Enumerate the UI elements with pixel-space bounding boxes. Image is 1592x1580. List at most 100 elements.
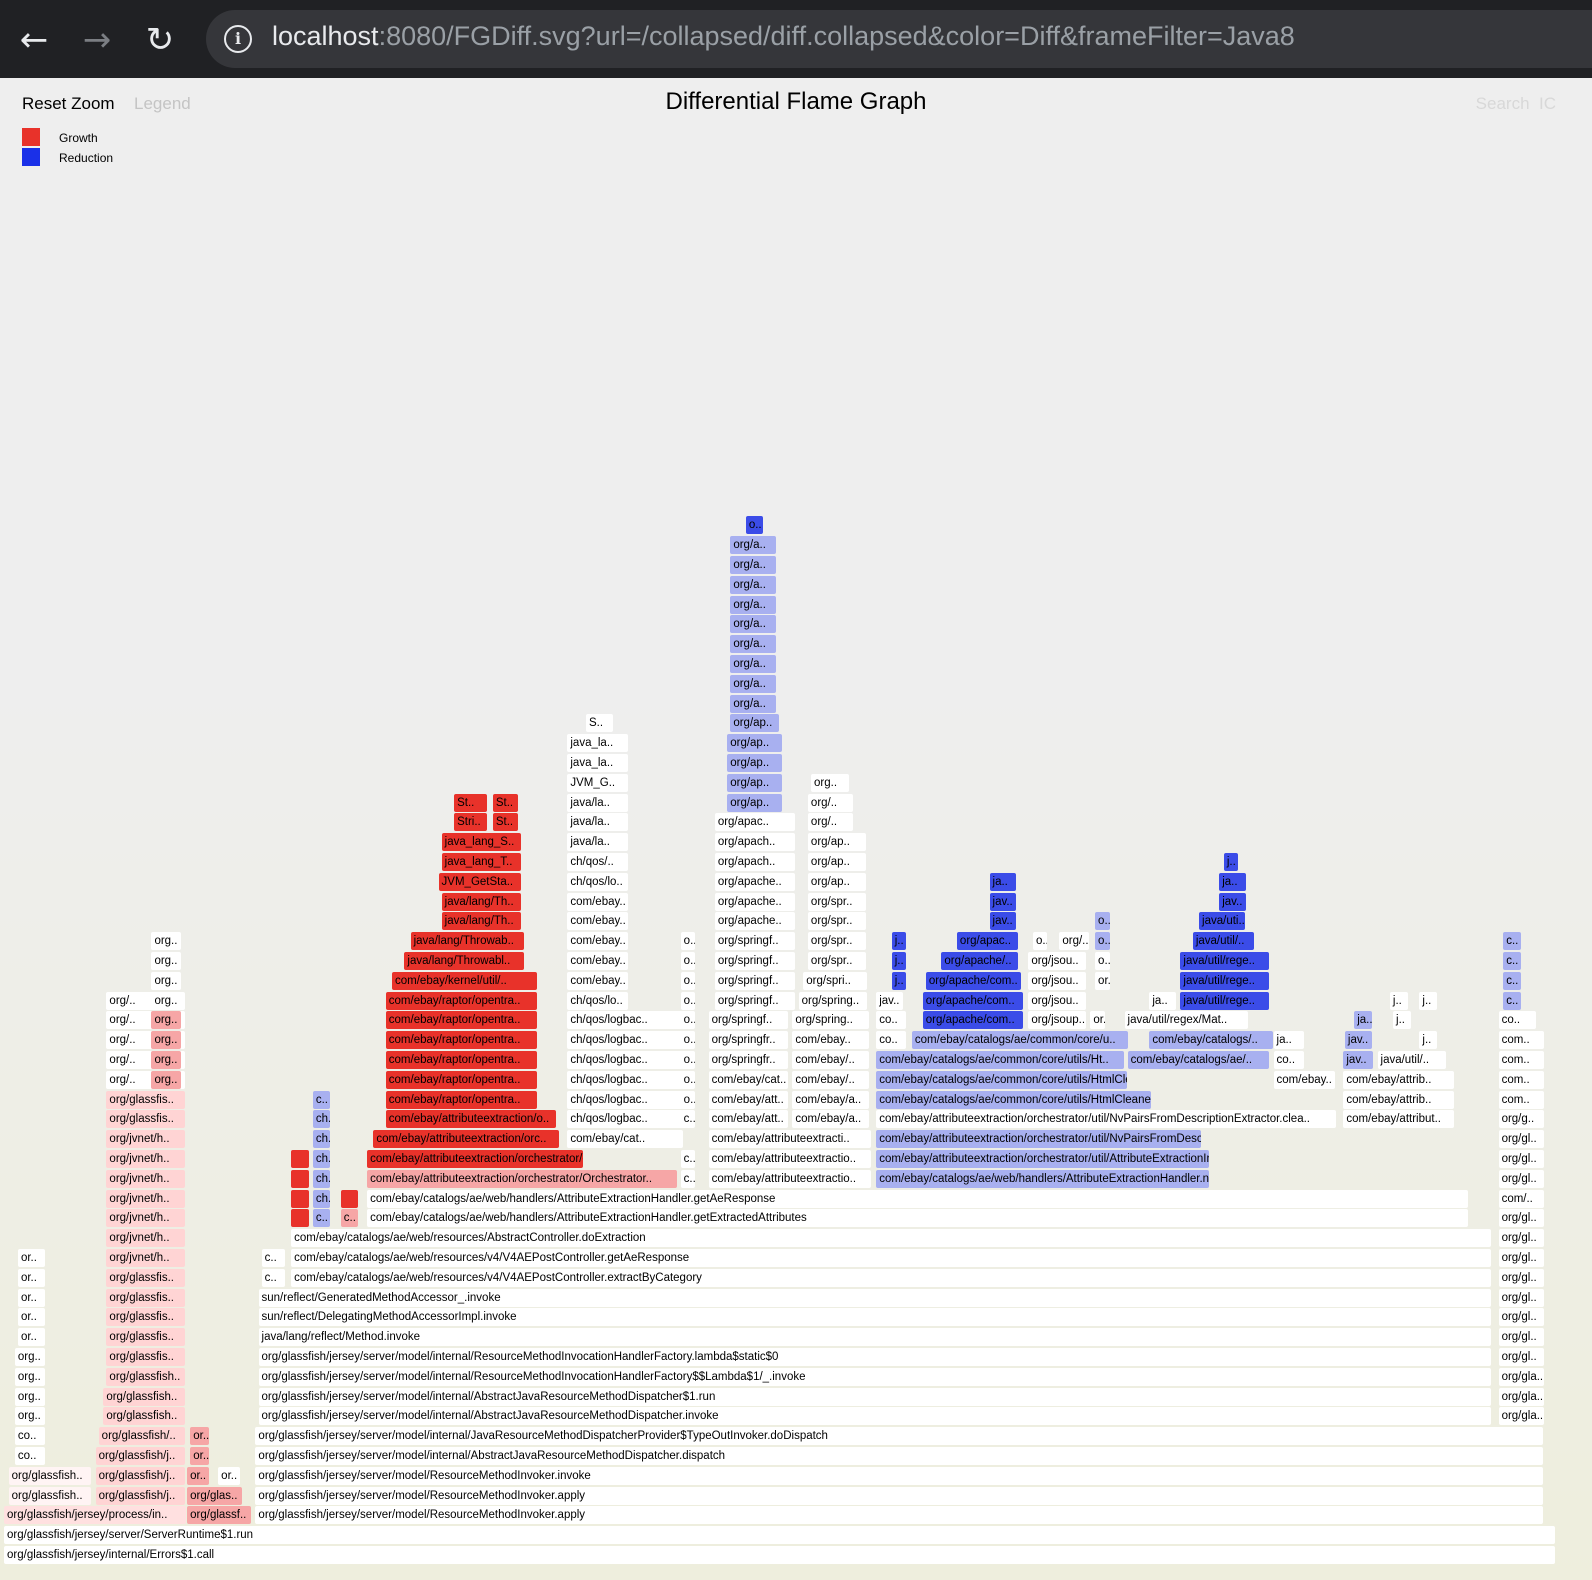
flame-frame[interactable]: ch..: [312, 1169, 331, 1188]
flame-frame[interactable]: org/apach..: [714, 853, 795, 871]
flame-frame[interactable]: c..: [1503, 971, 1521, 990]
flame-frame[interactable]: org/gl..: [1498, 1249, 1545, 1267]
flame-frame[interactable]: jav..: [1344, 1031, 1372, 1050]
flame-frame[interactable]: j..: [891, 952, 907, 970]
flame-frame[interactable]: or..: [17, 1268, 45, 1287]
flame-frame[interactable]: com/ebay/catalogs/ae/web/handlers/Attrib…: [876, 1169, 1209, 1188]
flame-frame[interactable]: org/glassf..: [187, 1506, 252, 1525]
flame-frame[interactable]: com/ebay/catalogs/ae/web/resources/v4/V4…: [291, 1268, 1492, 1287]
flame-frame[interactable]: c..: [340, 1209, 359, 1228]
flame-frame[interactable]: Stri..: [454, 813, 488, 832]
flame-frame[interactable]: St..: [492, 813, 519, 832]
flame-frame[interactable]: org/..: [1059, 932, 1090, 951]
flame-frame[interactable]: org/ap..: [807, 833, 866, 852]
flame-frame[interactable]: com/ebay/cat..: [708, 1070, 789, 1089]
forward-arrow-icon[interactable]: →: [82, 20, 112, 60]
flame-frame[interactable]: java_la..: [567, 754, 629, 772]
flame-frame[interactable]: c..: [680, 1169, 696, 1188]
flame-frame[interactable]: o..: [1095, 952, 1110, 970]
flame-frame[interactable]: com/ebay/attributeextraction/orchestrato…: [876, 1110, 1337, 1129]
flame-frame[interactable]: j..: [1393, 1011, 1411, 1030]
flame-frame[interactable]: j..: [1223, 853, 1239, 871]
flame-frame[interactable]: org/gl..: [1498, 1268, 1545, 1287]
flame-frame[interactable]: ch/qos/logbac..: [567, 1090, 683, 1109]
flame-frame[interactable]: com/ebay/catalogs/ae/common/core/u..: [911, 1031, 1129, 1050]
flame-frame[interactable]: org/jsou..: [1028, 971, 1087, 990]
flame-frame[interactable]: jav..: [1343, 1051, 1374, 1069]
flame-frame[interactable]: JVM_GetSta..: [438, 872, 522, 891]
flame-frame[interactable]: org/a..: [730, 595, 776, 614]
flame-frame[interactable]: ch..: [312, 1189, 331, 1208]
flame-frame[interactable]: o..: [745, 516, 764, 535]
flame-frame[interactable]: com/ebay/catalogs/ae/..: [1127, 1051, 1270, 1069]
flame-frame[interactable]: org/gla..: [1498, 1387, 1545, 1406]
flame-frame[interactable]: com/ebay/att..: [708, 1110, 789, 1129]
flame-frame[interactable]: java/util/rege..: [1180, 952, 1270, 970]
flame-frame[interactable]: org/g..: [1498, 1110, 1545, 1129]
flame-frame[interactable]: co..: [876, 1031, 907, 1050]
flame-frame[interactable]: com/ebay/..: [792, 1070, 869, 1089]
flame-frame[interactable]: org/a..: [730, 674, 776, 693]
flame-frame[interactable]: org/glassfis..: [106, 1268, 185, 1287]
flame-frame[interactable]: org/glassfish/..: [98, 1427, 185, 1446]
flame-frame[interactable]: com/ebay/raptor/opentra..: [385, 1051, 537, 1069]
flame-frame[interactable]: org/gla..: [1498, 1367, 1545, 1386]
flame-frame[interactable]: org/glassfish/jersey/server/model/Resour…: [255, 1506, 1543, 1525]
flame-frame[interactable]: org/glassfis..: [106, 1110, 185, 1129]
flame-frame[interactable]: S..: [586, 714, 613, 733]
flame-frame[interactable]: org/jvnet/h..: [106, 1209, 185, 1228]
flame-frame[interactable]: java_lang_T..: [441, 853, 522, 871]
flame-frame[interactable]: co..: [1273, 1051, 1304, 1069]
flame-frame[interactable]: java/lang/Th..: [441, 892, 522, 911]
flame-frame[interactable]: org/apache..: [714, 872, 795, 891]
flame-frame[interactable]: org/glassfish/jersey/server/model/intern…: [255, 1427, 1543, 1446]
flame-frame[interactable]: sun/reflect/DelegatingMethodAccessorImpl…: [258, 1308, 1492, 1327]
flame-frame[interactable]: com/ebay..: [567, 971, 629, 990]
flame-frame[interactable]: org..: [151, 1070, 182, 1089]
flame-frame[interactable]: org/..: [807, 813, 854, 832]
flame-frame[interactable]: [291, 1189, 309, 1208]
flame-frame[interactable]: org/a..: [730, 615, 776, 634]
flame-frame[interactable]: org/glassfish..: [8, 1466, 92, 1485]
flame-frame[interactable]: org/glassfish/jersey/server/model/intern…: [258, 1348, 1492, 1366]
flame-frame[interactable]: o..: [680, 952, 696, 970]
flame-frame[interactable]: j..: [1389, 991, 1408, 1010]
back-arrow-icon[interactable]: ←: [19, 20, 49, 60]
flame-frame[interactable]: com/ebay..: [567, 892, 629, 911]
flame-frame[interactable]: com/ebay/attributeextraction/orchestrato…: [876, 1150, 1209, 1168]
flame-frame[interactable]: org/spr..: [807, 892, 866, 911]
flame-frame[interactable]: org/ap..: [807, 853, 866, 871]
flame-frame[interactable]: ch/qos/..: [567, 853, 629, 871]
flame-frame[interactable]: com/ebay/attributeextraction/orchestrato…: [367, 1169, 677, 1188]
flame-frame[interactable]: ja..: [1219, 872, 1247, 891]
flame-frame[interactable]: com/ebay/raptor/opentra..: [385, 1031, 537, 1050]
flame-frame[interactable]: org/apache..: [714, 912, 795, 931]
flame-frame[interactable]: org/apache/com..: [925, 971, 1022, 990]
flame-frame[interactable]: [291, 1150, 309, 1168]
flame-frame[interactable]: org/spr..: [807, 912, 866, 931]
url-text[interactable]: localhost:8080/FGDiff.svg?url=/collapsed…: [272, 21, 1295, 52]
flame-frame[interactable]: org/glassfish/jersey/server/model/Resour…: [255, 1486, 1543, 1505]
flame-frame[interactable]: ch/qos/logbac..: [567, 1051, 683, 1069]
flame-frame[interactable]: java/util/..: [1377, 1051, 1447, 1069]
flame-frame[interactable]: org/gl..: [1498, 1229, 1545, 1248]
flame-frame[interactable]: or..: [17, 1288, 45, 1307]
flame-frame[interactable]: org/glassfish..: [106, 1367, 185, 1386]
flame-frame[interactable]: java/la..: [567, 793, 629, 812]
flame-frame[interactable]: org/gl..: [1498, 1150, 1545, 1168]
flame-frame[interactable]: com/ebay/catalogs/ae/common/core/utils/H…: [876, 1070, 1127, 1089]
flame-frame[interactable]: jav..: [1219, 892, 1247, 911]
flame-frame[interactable]: org/apache/com..: [922, 991, 1023, 1010]
flame-frame[interactable]: org/glassfish/jersey/server/model/intern…: [258, 1367, 1492, 1386]
flame-frame[interactable]: c..: [312, 1090, 331, 1109]
flame-frame[interactable]: com..: [1498, 1051, 1545, 1069]
flame-frame[interactable]: org/glassfish/jersey/server/model/intern…: [258, 1407, 1492, 1426]
flame-frame[interactable]: ch/qos/logbac..: [567, 1070, 683, 1089]
flame-frame[interactable]: org/glassfish/jersey/internal/Errors$1.c…: [4, 1546, 1555, 1564]
flame-frame[interactable]: org/gl..: [1498, 1169, 1545, 1188]
flame-frame[interactable]: org/a..: [730, 694, 776, 713]
flame-frame[interactable]: org/springfr..: [708, 1051, 789, 1069]
flame-frame[interactable]: ch/qos/logbac..: [567, 1031, 683, 1050]
flame-frame[interactable]: org/springf..: [714, 991, 795, 1010]
flame-frame[interactable]: com/ebay/kernel/util/..: [392, 971, 537, 990]
